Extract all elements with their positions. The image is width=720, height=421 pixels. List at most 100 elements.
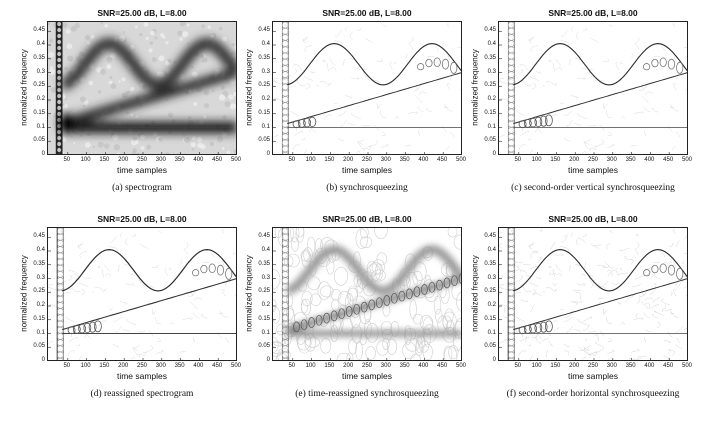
y-tick-label: 0.15	[484, 315, 496, 322]
y-tick-label: 0.45	[258, 27, 270, 34]
y-axis-label: normalized frequency	[19, 255, 29, 332]
y-tick-label: 0.4	[261, 41, 270, 47]
x-tick-label: 500	[455, 363, 466, 369]
y-tick-label: 0.2	[487, 302, 496, 308]
plot-title: SNR=25.00 dB, L=8.00	[97, 214, 187, 224]
figure-caption: (a) spectrogram	[112, 183, 172, 193]
x-tick-label: 150	[99, 157, 110, 163]
x-tick-label: 300	[155, 157, 166, 163]
y-tick-label: 0.1	[36, 123, 45, 130]
tfr-image	[273, 22, 461, 154]
x-tick-label: 300	[155, 363, 166, 369]
y-tick-label: 0.35	[33, 260, 45, 267]
y-tick-label: 0.05	[33, 137, 45, 144]
x-tick-label: 250	[587, 363, 598, 369]
y-tick-label: 0.3	[261, 68, 270, 75]
y-tick-label: 0.45	[258, 233, 270, 240]
x-tick-label: 400	[418, 157, 429, 163]
x-tick-label: 150	[324, 157, 335, 163]
spectrogram-plot--a-spectrogram	[47, 21, 237, 155]
x-tick-label: 50	[514, 363, 522, 369]
x-axis-label: time samples	[567, 165, 619, 175]
y-tick-label: 0.1	[487, 123, 496, 130]
y-tick-label: 0.05	[258, 343, 270, 350]
y-tick-label: 0.35	[33, 54, 45, 61]
x-tick-label: 200	[569, 157, 580, 163]
y-tick-label: 0.45	[33, 27, 45, 34]
plot-title: SNR=25.00 dB, L=8.00	[97, 8, 187, 18]
x-tick-label: 400	[418, 363, 429, 369]
y-tick-label: 0.35	[258, 260, 270, 267]
y-tick-label: 0.15	[33, 109, 45, 116]
y-tick-label: 0.45	[484, 27, 496, 34]
y-tick-label: 0.05	[484, 343, 496, 350]
spectrogram-plot--f-second-order-horizontal-synchrosqueezing	[498, 227, 688, 361]
x-tick-label: 150	[550, 157, 561, 163]
x-tick-label: 300	[380, 363, 391, 369]
x-tick-label: 450	[212, 157, 223, 163]
x-tick-label: 250	[136, 363, 147, 369]
x-tick-label: 100	[305, 363, 316, 369]
x-tick-label: 100	[80, 157, 91, 163]
y-tick-label: 0.35	[484, 54, 496, 61]
x-axis-label: time samples	[341, 165, 393, 175]
x-tick-label: 450	[437, 363, 448, 369]
x-tick-label: 250	[361, 363, 372, 369]
y-tick-label: 0.35	[484, 260, 496, 267]
plot-title: SNR=25.00 dB, L=8.00	[548, 8, 638, 18]
x-tick-label: 200	[118, 157, 129, 163]
y-tick-label: 0.3	[487, 274, 496, 281]
x-tick-label: 500	[230, 363, 241, 369]
x-tick-label: 250	[587, 157, 598, 163]
x-axis-label: time samples	[116, 371, 168, 381]
x-tick-label: 150	[99, 363, 110, 369]
y-tick-label: 0.4	[36, 41, 45, 47]
y-tick-label: 0.2	[36, 96, 45, 102]
y-tick-label: 0.45	[484, 233, 496, 240]
y-tick-label: 0.25	[484, 288, 496, 295]
y-tick-label: 0.15	[258, 315, 270, 322]
y-tick-label: 0.2	[261, 96, 270, 102]
y-tick-label: 0.25	[33, 288, 45, 295]
figure-caption: (e) time-reassigned synchrosqueezing	[295, 389, 439, 399]
tfr-image	[499, 22, 687, 154]
y-tick-label: 0.3	[36, 274, 45, 281]
tfr-image	[48, 228, 236, 360]
x-tick-label: 200	[343, 157, 354, 163]
x-tick-label: 150	[550, 363, 561, 369]
x-tick-label: 200	[343, 363, 354, 369]
x-tick-label: 300	[606, 363, 617, 369]
x-tick-label: 500	[230, 157, 241, 163]
x-tick-label: 400	[193, 363, 204, 369]
y-tick-label: 0.2	[36, 302, 45, 308]
x-tick-label: 450	[212, 363, 223, 369]
x-tick-label: 400	[193, 157, 204, 163]
tfr-image	[273, 228, 461, 360]
x-tick-label: 200	[569, 363, 580, 369]
x-tick-label: 350	[399, 363, 410, 369]
y-tick-label: 0	[266, 357, 270, 363]
y-tick-label: 0.1	[36, 329, 45, 336]
x-tick-label: 50	[288, 363, 296, 369]
y-tick-label: 0.4	[487, 247, 496, 253]
x-tick-label: 100	[80, 363, 91, 369]
x-tick-label: 350	[625, 363, 636, 369]
figure-caption: (f) second-order horizontal synchrosquee…	[506, 389, 680, 399]
x-tick-label: 400	[644, 157, 655, 163]
x-tick-label: 500	[455, 157, 466, 163]
y-tick-label: 0.4	[487, 41, 496, 47]
y-tick-label: 0.4	[36, 247, 45, 253]
x-tick-label: 350	[174, 363, 185, 369]
x-tick-label: 100	[531, 157, 542, 163]
y-tick-label: 0.15	[484, 109, 496, 116]
y-tick-label: 0.15	[258, 109, 270, 116]
y-tick-label: 0.05	[484, 137, 496, 144]
y-tick-label: 0	[266, 151, 270, 157]
y-axis-label: normalized frequency	[244, 49, 254, 126]
plot-title: SNR=25.00 dB, L=8.00	[322, 8, 412, 18]
x-tick-label: 400	[644, 363, 655, 369]
tfr-image	[499, 228, 687, 360]
y-tick-label: 0	[492, 151, 496, 157]
y-tick-label: 0.4	[261, 247, 270, 253]
x-tick-label: 350	[399, 157, 410, 163]
